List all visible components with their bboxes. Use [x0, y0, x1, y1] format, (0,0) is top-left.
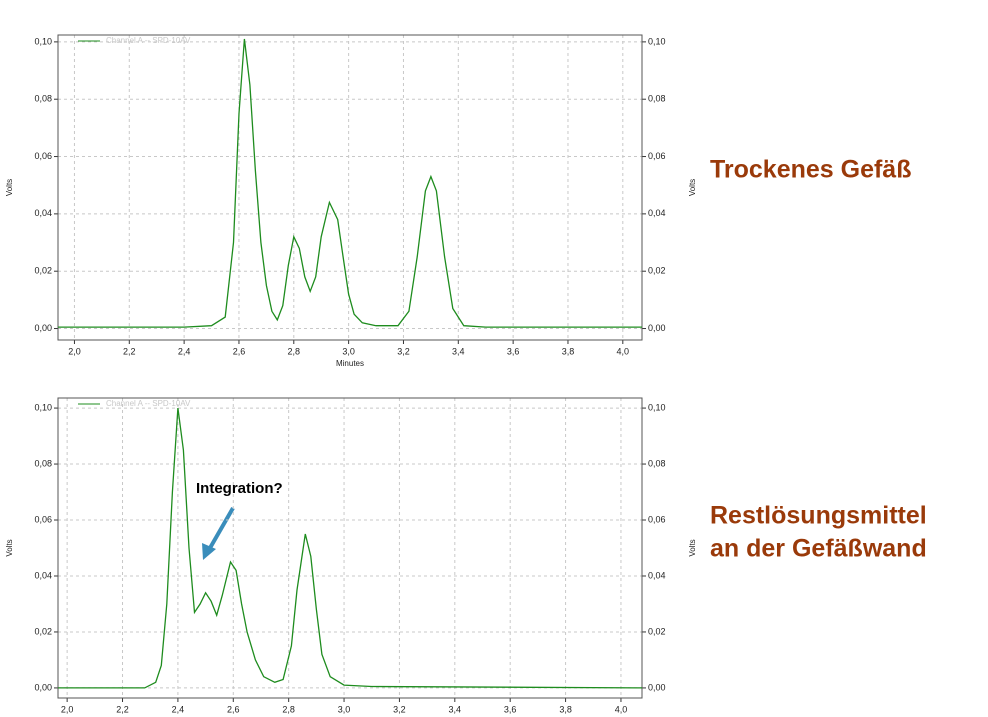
x-tick-label: 3,0 — [338, 704, 351, 714]
x-tick-label: 2,6 — [227, 704, 240, 714]
y2-tick-label: 0,00 — [648, 323, 666, 333]
y2-tick-label: 0,04 — [648, 570, 666, 580]
x-tick-label: 2,4 — [172, 704, 185, 714]
x-tick-label: 3,4 — [452, 346, 465, 356]
legend-label: Channel A -- SPD-10AV — [106, 399, 191, 408]
x-tick-label: 2,2 — [123, 346, 136, 356]
x-tick-label: 2,8 — [282, 704, 295, 714]
y2-tick-label: 0,02 — [648, 266, 666, 276]
y-tick-label: 0,00 — [34, 682, 52, 692]
trace — [58, 408, 643, 689]
y-tick-label: 0,04 — [34, 570, 52, 580]
y2-tick-label: 0,04 — [648, 208, 666, 218]
x-tick-label: 3,2 — [397, 346, 410, 356]
x-tick-label: 2,0 — [68, 346, 81, 356]
legend-label: Channel A -- SPD-10AV — [106, 36, 191, 45]
y-tick-label: 0,08 — [34, 94, 52, 104]
x-axis-label: Minutes — [336, 359, 364, 368]
annotation: Integration? — [196, 480, 283, 497]
y-tick-label: 0,10 — [34, 402, 52, 412]
y2-axis-label: Volts — [688, 539, 697, 556]
y2-tick-label: 0,08 — [648, 94, 666, 104]
annotation-arrow — [208, 507, 235, 549]
y-tick-label: 0,02 — [34, 626, 52, 636]
y2-tick-label: 0,02 — [648, 626, 666, 636]
y-axis-label: Volts — [5, 539, 14, 556]
x-tick-label: 3,2 — [393, 704, 406, 714]
x-tick-label: 3,8 — [562, 346, 575, 356]
x-tick-label: 2,4 — [178, 346, 191, 356]
y2-tick-label: 0,10 — [648, 402, 666, 412]
x-tick-label: 3,8 — [559, 704, 572, 714]
plot-frame — [57, 397, 643, 699]
x-tick-label: 2,8 — [288, 346, 301, 356]
x-tick-label: 3,6 — [504, 704, 517, 714]
y2-axis-label: Volts — [688, 179, 697, 196]
side-caption: Restlösungsmittel — [710, 502, 927, 530]
x-tick-label: 3,4 — [449, 704, 462, 714]
y-tick-label: 0,08 — [34, 458, 52, 468]
side-caption: Trockenes Gefäß — [710, 156, 911, 184]
x-tick-label: 2,6 — [233, 346, 246, 356]
x-tick-label: 2,0 — [61, 704, 74, 714]
x-tick-label: 4,0 — [615, 704, 628, 714]
y-tick-label: 0,02 — [34, 266, 52, 276]
y2-tick-label: 0,00 — [648, 682, 666, 692]
x-tick-label: 3,0 — [342, 346, 355, 356]
y-tick-label: 0,04 — [34, 208, 52, 218]
y-tick-label: 0,06 — [34, 514, 52, 524]
x-tick-label: 4,0 — [617, 346, 630, 356]
y2-tick-label: 0,08 — [648, 458, 666, 468]
y-tick-label: 0,10 — [34, 36, 52, 46]
y-axis-label: Volts — [5, 179, 14, 196]
annotation-arrowhead — [202, 543, 216, 560]
y-tick-label: 0,06 — [34, 151, 52, 161]
x-tick-label: 3,6 — [507, 346, 520, 356]
plot-frame — [57, 34, 643, 341]
y2-tick-label: 0,06 — [648, 514, 666, 524]
side-caption: an der Gefäßwand — [710, 535, 927, 563]
y-tick-label: 0,00 — [34, 323, 52, 333]
y2-tick-label: 0,10 — [648, 36, 666, 46]
x-tick-label: 2,2 — [116, 704, 129, 714]
trace — [58, 38, 642, 328]
y2-tick-label: 0,06 — [648, 151, 666, 161]
